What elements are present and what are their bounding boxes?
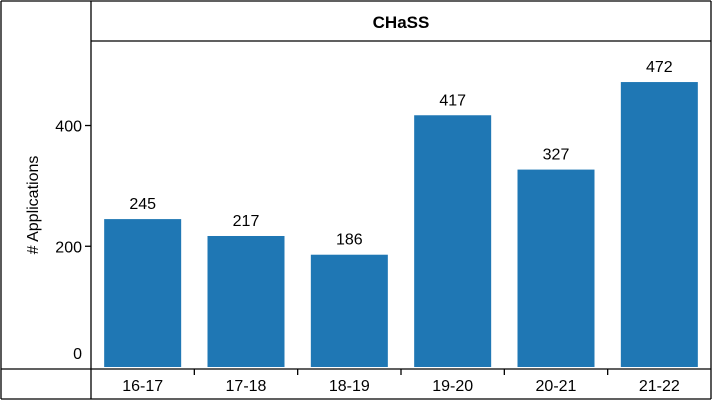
y-axis: 0 200 400 — [55, 119, 91, 363]
x-tick-label: 19-20 — [432, 378, 473, 395]
bar-16-17 — [104, 219, 182, 367]
y-tick-label: 0 — [73, 346, 82, 363]
y-tick-label: 400 — [55, 119, 82, 136]
bar-17-18 — [207, 235, 285, 367]
bar-21-22 — [620, 82, 698, 368]
x-tick-label: 21-22 — [639, 378, 680, 395]
data-label: 327 — [543, 147, 570, 164]
data-label: 217 — [233, 213, 260, 230]
data-label: 417 — [439, 92, 466, 109]
x-tick-label: 18-19 — [329, 378, 370, 395]
bar-19-20 — [414, 115, 492, 367]
x-tick-label: 20-21 — [536, 378, 577, 395]
x-axis: 16-17 17-18 18-19 19-20 20-21 21-22 — [122, 369, 680, 395]
bar-18-19 — [310, 254, 388, 367]
bar-20-21 — [517, 169, 595, 367]
bars-group: 245 217 186 417 327 472 — [104, 59, 698, 368]
y-tick-label: 200 — [55, 239, 82, 256]
data-label: 472 — [646, 59, 673, 76]
chart-title: CHaSS — [373, 13, 430, 32]
data-label: 245 — [129, 196, 156, 213]
x-tick-label: 17-18 — [226, 378, 267, 395]
x-tick-label: 16-17 — [122, 378, 163, 395]
data-label: 186 — [336, 232, 363, 249]
y-axis-label: # Applications — [25, 156, 42, 255]
